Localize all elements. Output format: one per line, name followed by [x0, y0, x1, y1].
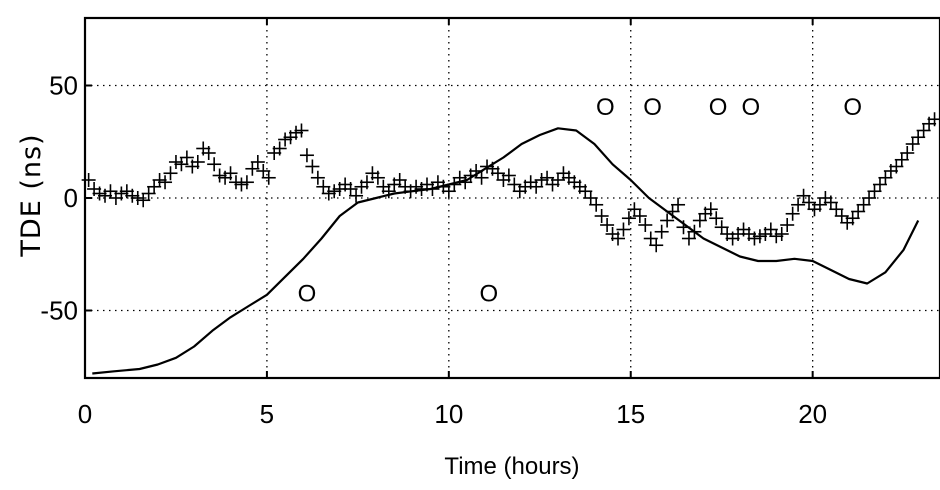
plus-marker [900, 146, 915, 160]
o-marker: O [643, 94, 662, 121]
plus-marker [671, 197, 686, 212]
model-curve [92, 127, 920, 375]
plus-marker [687, 224, 702, 239]
y-tick-label: -50 [40, 296, 78, 326]
plus-marker [621, 211, 636, 226]
plus-marker [676, 220, 691, 235]
plus-marker [349, 188, 364, 203]
y-tick-label: 0 [64, 183, 78, 213]
plus-marker [632, 209, 647, 223]
plus-marker [310, 170, 325, 185]
plus-marker [474, 170, 489, 185]
plus-marker [299, 148, 314, 163]
plus-marker [600, 218, 615, 232]
plus-marker [359, 175, 374, 190]
plus-marker [207, 157, 222, 172]
plus-marker [179, 150, 194, 165]
plus-marker [611, 231, 626, 246]
plus-marker [785, 206, 800, 221]
o-marker: O [843, 94, 862, 121]
plus-marker [660, 213, 675, 228]
plus-marker [501, 168, 516, 183]
plus-marker [305, 159, 320, 174]
x-tick-label: 20 [798, 399, 827, 429]
x-tick-label: 10 [434, 399, 463, 429]
plus-marker [272, 141, 287, 156]
plus-marker [654, 224, 669, 239]
plus-marker [589, 197, 604, 212]
model-curve-layer [92, 127, 920, 375]
x-axis-label: Time (hours) [444, 453, 579, 480]
plus-marker [294, 123, 309, 138]
plus-marker [780, 218, 795, 232]
plus-marker [158, 175, 173, 190]
plus-marker [594, 209, 609, 223]
grid [85, 18, 940, 378]
o-marker: O [741, 94, 760, 121]
o-marker: O [298, 281, 317, 308]
plus-marker [190, 155, 205, 169]
plus-marker-layer [81, 112, 940, 253]
plus-marker [250, 155, 265, 169]
o-marker: O [596, 94, 615, 121]
plus-marker [370, 170, 385, 185]
o-marker: O [480, 281, 499, 308]
o-marker: O [709, 94, 728, 121]
plus-marker [616, 222, 631, 237]
plus-marker [201, 146, 216, 160]
plus-marker [261, 170, 276, 185]
plus-marker [223, 166, 238, 181]
plus-marker [703, 202, 718, 217]
plus-marker [791, 197, 806, 212]
ticks: 0 5 10 15 20 -50 0 50 [40, 18, 827, 429]
x-tick-label: 5 [260, 399, 274, 429]
plus-marker [774, 227, 789, 241]
plus-marker [709, 211, 724, 226]
o-marker-layer: O OO O O O O [298, 94, 862, 308]
plus-marker [239, 175, 254, 190]
y-tick-label: 50 [49, 71, 78, 101]
x-tick-label: 0 [78, 399, 92, 429]
x-tick-label: 15 [616, 399, 645, 429]
plus-marker [649, 238, 664, 253]
plus-marker [638, 218, 653, 232]
y-axis-label: TDE (ns) [16, 133, 47, 257]
plus-marker [163, 166, 178, 181]
